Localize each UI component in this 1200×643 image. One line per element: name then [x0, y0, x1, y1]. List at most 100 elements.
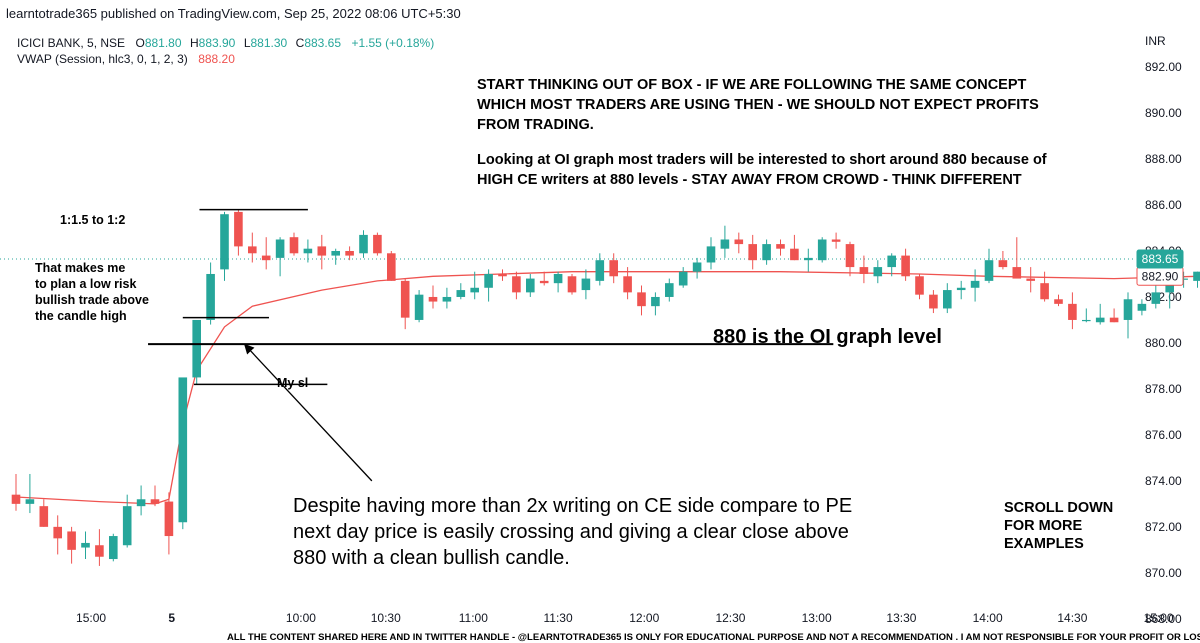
plan-note-line-1: That makes me	[35, 261, 125, 275]
vwap-label: VWAP (Session, hlc3, 0, 1, 2, 3)	[17, 52, 188, 66]
candle	[984, 248, 994, 284]
candle-body	[1123, 299, 1133, 320]
candle-body	[831, 239, 841, 242]
y-tick-label: 880.00	[1145, 336, 1182, 350]
candle-body	[595, 260, 605, 281]
price-tags: 882.90 883.65	[1136, 249, 1184, 286]
candle-body	[387, 253, 396, 281]
change-value: +1.55 (+0.18%)	[351, 36, 434, 50]
oi-level-label: 880 is the OI graph level	[713, 326, 942, 348]
candle-body	[234, 211, 243, 247]
candle-body	[901, 255, 910, 277]
candle	[998, 250, 1008, 270]
candle	[665, 278, 674, 302]
candle	[831, 232, 841, 249]
oi-note-line-1: Looking at OI graph most traders will be…	[477, 152, 1047, 168]
candle-body	[790, 248, 799, 261]
candle	[345, 246, 354, 261]
vwap-indicator-line[interactable]: VWAP (Session, hlc3, 0, 1, 2, 3) 888.20	[17, 50, 235, 67]
vwap-layer	[15, 271, 1198, 505]
candle-body	[956, 287, 966, 291]
candle-body	[1151, 292, 1161, 304]
candle	[678, 267, 688, 288]
candle-body	[720, 239, 730, 249]
candle-body	[164, 501, 174, 537]
candle	[442, 287, 452, 309]
candle	[373, 232, 382, 256]
candle	[53, 515, 62, 555]
x-tick-label: 11:30	[544, 611, 573, 625]
candle-body	[567, 276, 577, 293]
plot-area[interactable]	[0, 28, 1136, 630]
x-tick-label: 14:00	[973, 611, 1003, 625]
symbol-label: ICICI BANK, 5, NSE	[17, 36, 125, 50]
candle-body	[373, 234, 382, 254]
candle-body	[748, 244, 757, 261]
candle-body	[81, 542, 90, 548]
y-tick-label: 876.00	[1145, 428, 1182, 442]
candle	[206, 262, 215, 325]
candle-body	[581, 278, 591, 291]
candle-body	[553, 273, 563, 284]
y-tick-label: 868.00	[1145, 612, 1182, 626]
plan-note-line-2: to plan a low risk	[35, 277, 136, 291]
y-tick-label: 886.00	[1145, 198, 1182, 212]
candle	[261, 237, 271, 270]
candle-body	[25, 499, 35, 504]
candle	[67, 526, 76, 564]
candle	[470, 271, 479, 300]
x-tick-label: 15:00	[1144, 611, 1174, 625]
candle-body	[651, 296, 660, 307]
despite-line-1: Despite having more than 2x writing on C…	[293, 495, 852, 517]
candle-body	[456, 290, 466, 297]
despite-line-3: 880 with a clean bullish candle.	[293, 547, 570, 569]
candle	[1068, 292, 1077, 330]
candle-body	[428, 296, 438, 302]
x-axis[interactable]: 15:00 5 10:00 10:30 11:00 11:30 12:00 12:30 13:0…	[76, 611, 1174, 625]
candle	[720, 225, 730, 258]
candle	[1109, 308, 1119, 323]
candle-layer	[11, 209, 1200, 566]
sl-label: My sl	[277, 376, 308, 390]
candle	[1137, 299, 1147, 316]
candle-body	[623, 276, 632, 293]
candle	[706, 237, 716, 270]
candle	[1040, 271, 1049, 302]
candle	[192, 319, 201, 385]
candle	[95, 529, 104, 566]
y-tick-label: 872.00	[1145, 520, 1182, 534]
candle	[39, 499, 49, 527]
candle-body	[1012, 267, 1022, 279]
headline-line-2: WHICH MOST TRADERS ARE USING THEN - WE S…	[477, 97, 1039, 113]
low-value: 881.30	[251, 36, 288, 50]
candle	[289, 232, 299, 256]
x-tick-label: 13:00	[802, 611, 832, 625]
scroll-line-3: EXAMPLES	[1004, 536, 1084, 552]
candle-body	[470, 287, 479, 293]
candle-body	[539, 280, 549, 284]
candle	[428, 285, 438, 309]
plan-note-line-3: bullish trade above	[35, 293, 149, 307]
candle-body	[248, 246, 257, 254]
candle-body	[1068, 303, 1077, 320]
x-tick-label: 10:30	[371, 611, 401, 625]
candle	[623, 267, 632, 300]
candle-body	[109, 536, 118, 560]
candle-body	[845, 244, 855, 268]
candle	[1026, 267, 1035, 293]
plan-note-line-4: the candle high	[35, 309, 127, 323]
rr-label: 1:1.5 to 1:2	[60, 213, 125, 227]
headline-line-3: FROM TRADING.	[477, 117, 594, 133]
candle-body	[1137, 303, 1147, 311]
candle	[1179, 271, 1188, 288]
x-tick-label: 12:30	[715, 611, 745, 625]
candle-body	[289, 237, 299, 254]
candle	[81, 531, 90, 560]
vwap-price-tag: 882.90	[1136, 266, 1184, 286]
last-price-tag-text: 883.65	[1142, 252, 1179, 266]
candle	[859, 255, 869, 284]
candle	[1151, 283, 1161, 309]
candle-body	[998, 260, 1008, 268]
